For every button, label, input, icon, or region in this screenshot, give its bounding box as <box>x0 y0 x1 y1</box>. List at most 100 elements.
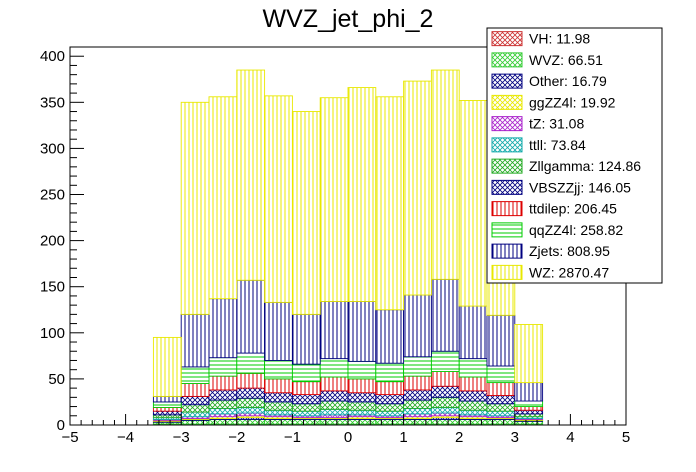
legend-swatch <box>491 243 523 259</box>
bar-vbszzjj-bin-13 <box>514 409 544 415</box>
bar-vbszzjj-bin-4 <box>264 392 293 403</box>
legend-label: qqZZ4l: 258.82 <box>529 222 623 238</box>
legend-item-other: Other: 16.79 <box>491 73 607 89</box>
bar-wz-bin-7 <box>347 87 377 302</box>
bar-ttll-bin-3 <box>236 407 266 414</box>
bar-vbszzjj-bin-10 <box>430 385 460 398</box>
legend-item-wvz: WVZ: 66.51 <box>491 52 603 68</box>
bar-wvz-bin-12 <box>486 419 516 425</box>
bar-qqzz4l-bin-7 <box>347 360 377 380</box>
bar-wz-bin-0 <box>152 336 182 397</box>
bar-vbszzjj-bin-11 <box>458 390 488 402</box>
bar-vbszzjj-bin-8 <box>375 394 405 405</box>
bar-ttll-bin-2 <box>208 407 238 415</box>
bar-ttdilep-bin-1 <box>180 383 210 397</box>
bar-zjets-bin-13 <box>514 382 544 402</box>
series-wz <box>152 69 544 397</box>
legend-swatch <box>491 179 523 195</box>
legend-swatch <box>491 73 523 89</box>
legend-label: Zjets: 808.95 <box>529 243 610 259</box>
bar-wz-bin-6 <box>319 97 349 302</box>
legend-label: ggZZ4l: 19.92 <box>529 94 616 110</box>
legend-item-zllgamma: Zllgamma: 124.86 <box>491 158 641 174</box>
legend-item-ttll: ttll: 73.84 <box>491 137 586 153</box>
bar-ttdilep-bin-10 <box>430 371 460 387</box>
bar-ttdilep-bin-0 <box>152 407 182 412</box>
legend-swatch <box>491 52 523 68</box>
legend-label: WZ: 2870.47 <box>529 264 609 280</box>
y-tick-label: 0 <box>57 417 65 434</box>
bar-ttdilep-bin-6 <box>319 376 349 392</box>
y-tick-label: 100 <box>40 325 65 342</box>
bar-zjets-bin-10 <box>430 278 460 352</box>
bar-wz-bin-4 <box>264 95 293 303</box>
bar-zjets-bin-4 <box>264 301 293 361</box>
bar-vbszzjj-bin-5 <box>291 394 321 405</box>
bar-wvz-bin-8 <box>375 419 405 425</box>
bar-wvz-bin-5 <box>291 419 321 425</box>
legend-label: VH: 11.98 <box>529 31 590 47</box>
bar-wvz-bin-4 <box>264 419 293 425</box>
y-tick-label: 200 <box>40 233 65 250</box>
x-tick-label: −1 <box>284 429 301 446</box>
bar-ttdilep-bin-11 <box>458 376 488 392</box>
bar-zllgamma-bin-11 <box>458 400 488 411</box>
bar-ttdilep-bin-12 <box>486 382 516 396</box>
legend: VH: 11.98 WVZ: 66.51 Other: 16.79 ggZZ4l: 1… <box>486 27 663 284</box>
y-tick-label: 400 <box>40 48 65 65</box>
bar-zjets-bin-3 <box>236 279 266 354</box>
bar-zllgamma-bin-6 <box>319 400 349 410</box>
bar-zllgamma-bin-2 <box>208 399 238 409</box>
bar-ttdilep-bin-13 <box>514 406 544 411</box>
bar-wvz-bin-7 <box>347 419 377 425</box>
bar-wz-bin-8 <box>375 96 405 311</box>
bar-wz-bin-10 <box>430 69 460 280</box>
bar-qqzz4l-bin-4 <box>264 360 293 380</box>
chart-title: WVZ_jet_phi_2 <box>263 5 434 33</box>
legend-label: Other: 16.79 <box>529 73 607 89</box>
bar-ttdilep-bin-7 <box>347 378 377 394</box>
bar-zllgamma-bin-9 <box>403 399 432 409</box>
x-tick-label: 4 <box>566 429 574 446</box>
bar-ttll-bin-12 <box>486 410 516 417</box>
bar-ttdilep-bin-2 <box>208 375 238 391</box>
bar-ttll-bin-4 <box>264 409 293 416</box>
bar-vbszzjj-bin-7 <box>347 392 377 403</box>
bar-qqzz4l-bin-11 <box>458 358 488 378</box>
bar-wz-bin-2 <box>208 96 238 300</box>
legend-label: WVZ: 66.51 <box>529 52 603 68</box>
histogram-bars <box>152 69 544 426</box>
bar-ttll-bin-5 <box>291 410 321 417</box>
bar-zllgamma-bin-10 <box>430 396 460 408</box>
bar-ttdilep-bin-5 <box>291 381 321 396</box>
bar-zllgamma-bin-8 <box>375 403 405 412</box>
bar-qqzz4l-bin-3 <box>236 352 266 374</box>
bar-vbszzjj-bin-12 <box>486 395 516 405</box>
bar-ttdilep-bin-3 <box>236 372 266 389</box>
y-tick-label: 300 <box>40 140 65 157</box>
legend-label: VBSZZjj: 146.05 <box>529 179 631 195</box>
bar-vbszzjj-bin-1 <box>180 395 210 406</box>
legend-swatch <box>491 158 523 174</box>
bar-wz-bin-9 <box>403 80 432 296</box>
legend-label: ttdilep: 206.45 <box>529 201 617 217</box>
bar-ttdilep-bin-8 <box>375 381 405 396</box>
bar-wvz-bin-11 <box>458 419 488 425</box>
legend-item-ttdilep: ttdilep: 206.45 <box>491 201 617 217</box>
bar-zjets-bin-7 <box>347 301 377 362</box>
y-tick-label: 50 <box>48 371 65 388</box>
series-tz <box>152 412 544 421</box>
bar-qqzz4l-bin-1 <box>180 366 210 384</box>
bar-zllgamma-bin-12 <box>486 403 516 412</box>
bar-ttll-bin-11 <box>458 409 488 416</box>
legend-swatch <box>491 31 523 47</box>
legend-item-qqzz4l: qqZZ4l: 258.82 <box>491 222 623 238</box>
legend-swatch <box>491 137 523 153</box>
bar-qqzz4l-bin-10 <box>430 350 460 372</box>
bar-qqzz4l-bin-2 <box>208 357 238 377</box>
y-tick-label: 350 <box>40 94 65 111</box>
bar-zllgamma-bin-1 <box>180 404 210 413</box>
legend-item-ggzz4l: ggZZ4l: 19.92 <box>491 94 616 110</box>
